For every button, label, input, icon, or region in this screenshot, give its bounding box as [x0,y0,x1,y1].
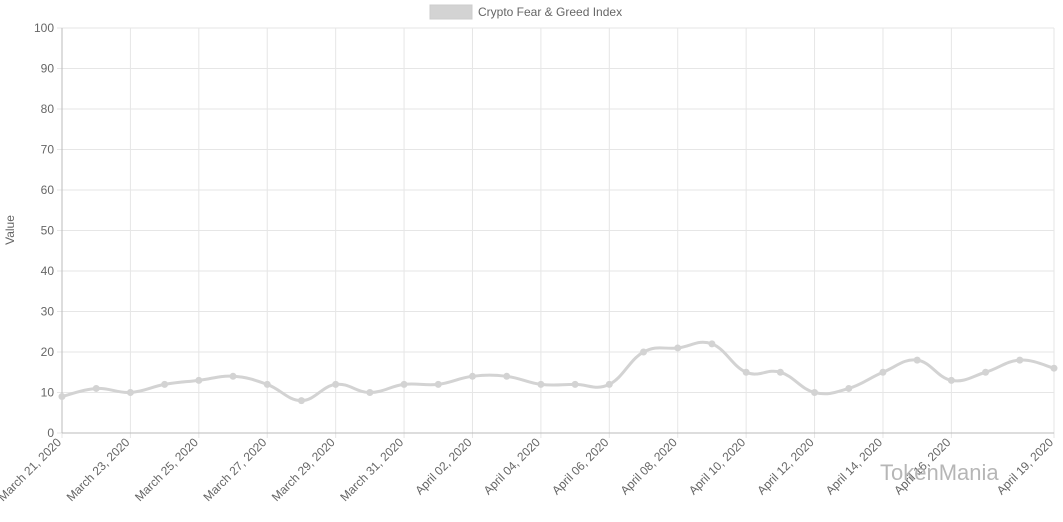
data-point [776,368,784,376]
data-point [537,380,545,388]
data-point [332,380,340,388]
data-point [263,380,271,388]
data-point [879,368,887,376]
x-tick-label: April 10, 2020 [686,435,748,497]
x-tick-label: April 02, 2020 [412,435,474,497]
y-tick-label: 20 [41,345,55,359]
x-tick-label: April 19, 2020 [994,435,1056,497]
x-tick-label: March 25, 2020 [132,435,201,504]
x-tick-label: March 29, 2020 [269,435,338,504]
data-point [58,393,66,401]
data-point [92,384,100,392]
data-point [1016,356,1024,364]
legend-swatch [429,4,473,20]
y-tick-label: 50 [41,224,55,238]
data-point [366,389,374,396]
data-point [229,372,237,380]
data-point [708,340,716,348]
data-point [845,384,853,392]
y-tick-label: 0 [47,426,54,440]
y-tick-label: 80 [41,102,55,116]
x-tick-label: April 12, 2020 [754,435,816,497]
data-point [947,376,955,384]
x-tick-label: March 31, 2020 [337,435,406,504]
data-point [982,368,990,376]
data-point [195,376,203,384]
x-tick-label: April 06, 2020 [549,435,611,497]
data-point [1050,364,1058,372]
data-point [468,372,476,380]
x-tick-label: April 08, 2020 [618,435,680,497]
x-tick-label: April 14, 2020 [823,435,885,497]
y-tick-label: 40 [41,264,55,278]
series-line [61,340,1055,403]
data-point [742,368,750,376]
y-tick-label: 30 [41,305,55,319]
data-point [434,380,442,388]
data-point [640,348,648,356]
data-point [400,380,408,388]
data-point [913,356,921,364]
data-point [605,380,613,388]
data-point [161,380,169,388]
data-point [811,389,819,396]
y-tick-label: 70 [41,143,55,157]
legend-label: Crypto Fear & Greed Index [478,5,622,19]
y-axis-label: Value [3,215,17,245]
data-point [674,344,682,352]
y-tick-label: 90 [41,62,55,76]
data-point [503,372,511,380]
watermark: TokenMania [880,460,999,485]
data-point [126,389,134,396]
y-tick-label: 10 [41,386,55,400]
data-point [297,397,305,405]
x-tick-label: March 27, 2020 [200,435,269,504]
data-point [571,380,579,388]
y-tick-label: 100 [34,21,54,35]
x-tick-label: March 21, 2020 [0,435,64,504]
y-tick-label: 60 [41,183,55,197]
x-tick-label: March 23, 2020 [64,435,133,504]
x-tick-label: April 04, 2020 [481,435,543,497]
